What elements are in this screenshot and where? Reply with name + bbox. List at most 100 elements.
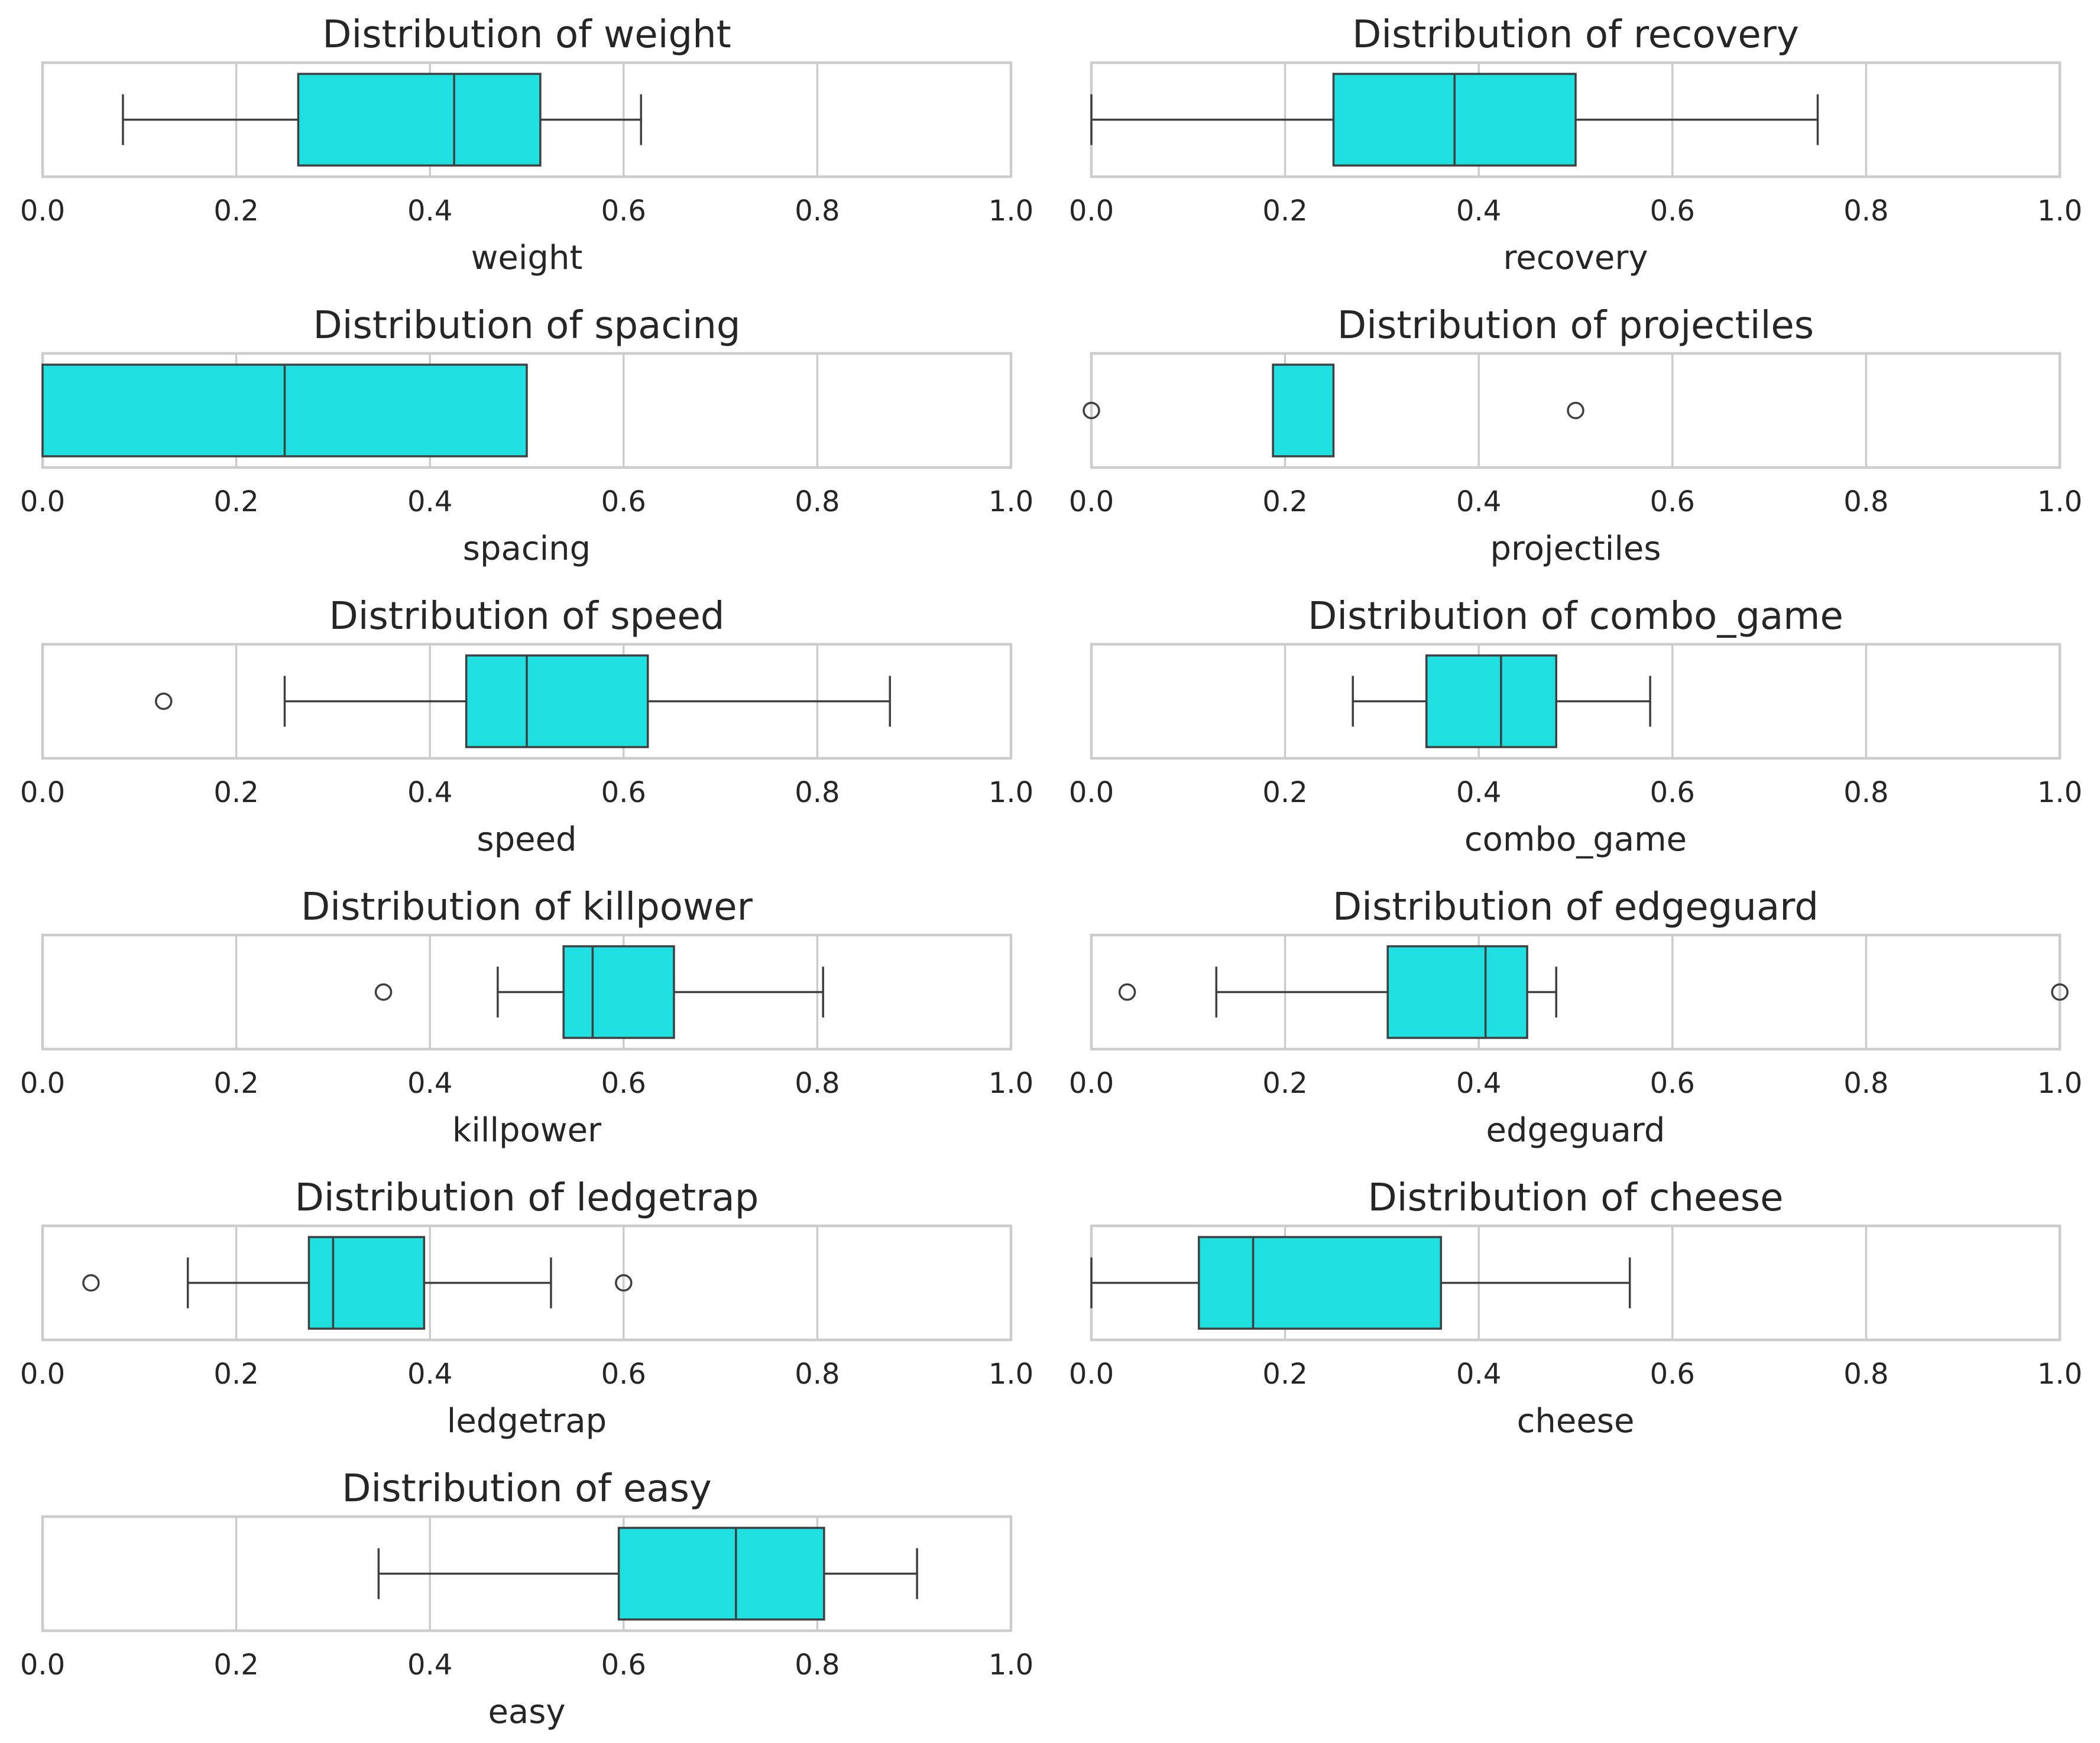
subplot-cheese: Distribution of cheese 0.0 0.2 0.4 0.6 0.8 1.0… bbox=[1069, 1176, 2082, 1440]
x-tick-label: 0.0 bbox=[1069, 194, 1114, 228]
x-axis-label: spacing bbox=[463, 530, 591, 568]
x-axis-label: combo_game bbox=[1464, 820, 1687, 859]
x-tick-label: 0.6 bbox=[601, 194, 646, 228]
iqr-box bbox=[562, 945, 675, 1039]
x-tick-label: 0.0 bbox=[20, 1648, 65, 1682]
x-tick-label: 0.2 bbox=[1262, 194, 1307, 228]
x-tick-label: 0.2 bbox=[1262, 1067, 1307, 1100]
x-tick-label: 0.8 bbox=[1843, 194, 1888, 228]
x-tick-label: 0.0 bbox=[20, 485, 65, 518]
x-tick-label: 1.0 bbox=[2037, 194, 2082, 228]
iqr-box bbox=[1386, 945, 1528, 1039]
chart-title: Distribution of ledgetrap bbox=[295, 1176, 759, 1220]
outlier-point bbox=[1083, 401, 1100, 420]
iqr-box bbox=[1425, 654, 1557, 748]
x-tick-label: 0.8 bbox=[795, 776, 840, 809]
chart-title: Distribution of easy bbox=[342, 1467, 712, 1511]
x-tick-label: 0.2 bbox=[213, 776, 258, 809]
x-tick-label: 0.4 bbox=[1456, 1358, 1501, 1391]
x-tick-label: 0.0 bbox=[20, 1067, 65, 1100]
outlier-point bbox=[155, 692, 173, 710]
x-tick-label: 0.6 bbox=[601, 1067, 646, 1100]
x-tick-label: 0.4 bbox=[407, 194, 452, 228]
x-tick-label: 0.4 bbox=[407, 1067, 452, 1100]
x-tick-label: 0.4 bbox=[1456, 1067, 1501, 1100]
x-tick-label: 1.0 bbox=[989, 194, 1033, 228]
x-tick-label: 0.2 bbox=[213, 1648, 258, 1682]
x-tick-label: 0.0 bbox=[20, 194, 65, 228]
iqr-box bbox=[1198, 1236, 1443, 1330]
x-tick-label: 0.4 bbox=[407, 1648, 452, 1682]
subplot-easy: Distribution of easy 0.0 0.2 0.4 0.6 0.8 1.0 ea… bbox=[20, 1467, 1033, 1731]
outlier-point bbox=[82, 1274, 100, 1292]
axes-frame bbox=[41, 933, 1013, 1051]
axes-frame bbox=[41, 61, 1013, 178]
axes-frame bbox=[1090, 933, 2062, 1051]
iqr-box bbox=[465, 654, 649, 748]
x-tick-label: 0.0 bbox=[1069, 1358, 1114, 1391]
x-tick-label: 1.0 bbox=[989, 485, 1033, 518]
x-tick-label: 0.2 bbox=[213, 1358, 258, 1391]
subplot-speed: Distribution of speed 0.0 0.2 0.4 0.6 0.8 1.0 s… bbox=[20, 595, 1033, 859]
outlier-point bbox=[374, 983, 393, 1001]
x-axis-label: ledgetrap bbox=[447, 1402, 607, 1440]
outlier-point bbox=[2051, 983, 2069, 1001]
outlier-point bbox=[615, 1274, 633, 1292]
x-tick-label: 0.8 bbox=[795, 485, 840, 518]
subplot-edgeguard: Distribution of edgeguard 0.0 0.2 0.4 0.6 0.8… bbox=[1069, 885, 2082, 1150]
subplot-killpower: Distribution of killpower 0.0 0.2 0.4 0.6 0.8… bbox=[20, 885, 1033, 1150]
chart-title: Distribution of speed bbox=[329, 595, 724, 638]
subplot-ledgetrap: Distribution of ledgetrap 0.0 0.2 0.4 0.6 0.8… bbox=[20, 1176, 1033, 1440]
x-tick-label: 1.0 bbox=[2037, 1358, 2082, 1391]
x-tick-label: 0.8 bbox=[1843, 776, 1888, 809]
iqr-box bbox=[617, 1527, 825, 1621]
x-tick-label: 0.6 bbox=[601, 485, 646, 518]
x-tick-label: 0.8 bbox=[795, 1067, 840, 1100]
x-tick-label: 0.4 bbox=[1456, 194, 1501, 228]
x-tick-label: 0.0 bbox=[20, 1358, 65, 1391]
axes-frame bbox=[41, 1224, 1013, 1342]
x-tick-label: 0.2 bbox=[213, 1067, 258, 1100]
x-tick-label: 1.0 bbox=[2037, 485, 2082, 518]
subplot-projectiles: Distribution of projectiles 0.0 0.2 0.4 0.6 0… bbox=[1069, 304, 2082, 568]
outlier-point bbox=[1567, 401, 1584, 420]
iqr-box bbox=[297, 73, 542, 167]
x-tick-label: 0.2 bbox=[1262, 776, 1307, 809]
x-axis-label: speed bbox=[477, 820, 576, 859]
chart-title: Distribution of recovery bbox=[1352, 13, 1799, 57]
x-tick-label: 0.4 bbox=[407, 776, 452, 809]
subplot-recovery: Distribution of recovery 0.0 0.2 0.4 0.6 0.8 1… bbox=[1069, 13, 2082, 277]
iqr-box bbox=[307, 1236, 426, 1330]
x-tick-label: 0.4 bbox=[1456, 485, 1501, 518]
axes-frame bbox=[41, 1515, 1013, 1632]
chart-title: Distribution of killpower bbox=[301, 885, 753, 929]
subplot-combo_game: Distribution of combo_game 0.0 0.2 0.4 0.6 0.… bbox=[1069, 595, 2082, 859]
axes-frame bbox=[1090, 642, 2062, 760]
x-axis-label: easy bbox=[488, 1693, 565, 1731]
x-axis-label: projectiles bbox=[1490, 530, 1661, 568]
x-tick-label: 1.0 bbox=[989, 1358, 1033, 1391]
x-axis-label: edgeguard bbox=[1486, 1111, 1665, 1150]
axes-frame bbox=[41, 642, 1013, 760]
x-tick-label: 0.8 bbox=[795, 194, 840, 228]
x-tick-label: 0.8 bbox=[795, 1648, 840, 1682]
x-tick-label: 0.6 bbox=[601, 776, 646, 809]
x-tick-label: 0.0 bbox=[1069, 485, 1114, 518]
x-tick-label: 1.0 bbox=[2037, 776, 2082, 809]
x-tick-label: 0.0 bbox=[1069, 1067, 1114, 1100]
x-tick-label: 0.6 bbox=[601, 1358, 646, 1391]
x-tick-label: 0.8 bbox=[1843, 1067, 1888, 1100]
chart-title: Distribution of cheese bbox=[1368, 1176, 1784, 1220]
x-tick-label: 0.4 bbox=[407, 485, 452, 518]
iqr-box bbox=[1272, 363, 1335, 457]
x-axis-label: cheese bbox=[1517, 1402, 1635, 1440]
chart-title: Distribution of projectiles bbox=[1337, 304, 1814, 348]
x-tick-label: 0.6 bbox=[1650, 485, 1695, 518]
subplot-weight: Distribution of weight 0.0 0.2 0.4 0.6 0.8 1.0… bbox=[20, 13, 1033, 277]
x-tick-label: 1.0 bbox=[989, 776, 1033, 809]
x-tick-label: 0.6 bbox=[601, 1648, 646, 1682]
x-tick-label: 0.2 bbox=[1262, 485, 1307, 518]
x-tick-label: 0.2 bbox=[213, 485, 258, 518]
x-axis-label: recovery bbox=[1503, 239, 1648, 277]
